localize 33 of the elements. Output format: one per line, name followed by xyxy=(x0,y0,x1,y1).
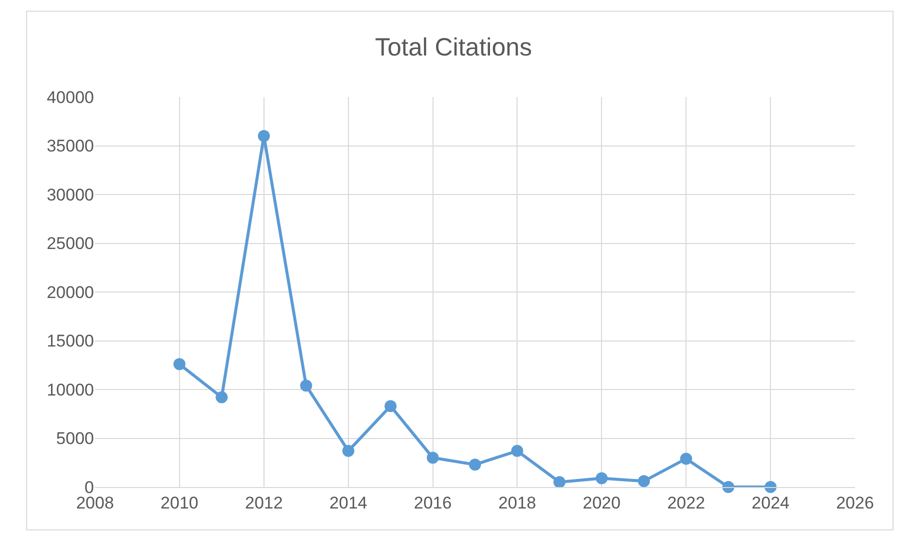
y-tick-label: 30000 xyxy=(46,185,94,204)
x-tick-label: 2014 xyxy=(329,493,368,512)
chart-title: Total Citations xyxy=(374,34,532,62)
x-tick-label: 2020 xyxy=(582,493,621,512)
point xyxy=(680,452,692,465)
point xyxy=(216,391,228,404)
x-tick-label: 2022 xyxy=(667,493,706,512)
point xyxy=(173,358,186,370)
point xyxy=(258,130,270,142)
y-tick-label: 15000 xyxy=(46,332,94,351)
y-tick-label: 35000 xyxy=(46,136,94,156)
point xyxy=(426,452,439,464)
y-tick-label: 40000 xyxy=(46,88,94,107)
x-tick-label: 2012 xyxy=(244,493,283,512)
y-tick-label: 10000 xyxy=(46,380,94,400)
x-tick-label: 2016 xyxy=(414,493,452,512)
x-tick-label: 2026 xyxy=(836,493,874,512)
point xyxy=(511,444,524,457)
point xyxy=(764,481,777,493)
point xyxy=(342,444,354,457)
y-tick-label: 5000 xyxy=(56,429,94,448)
x-tick-label: 2024 xyxy=(752,493,790,512)
point xyxy=(384,400,397,412)
point xyxy=(300,380,312,392)
point xyxy=(722,481,734,493)
point xyxy=(596,472,608,484)
point xyxy=(553,476,566,488)
y-tick-label: 25000 xyxy=(46,234,94,254)
x-tick-label: 2010 xyxy=(160,493,198,512)
y-tick-label: 20000 xyxy=(46,282,94,302)
point xyxy=(469,458,481,471)
x-tick-label: 2018 xyxy=(498,493,536,512)
point xyxy=(638,475,650,488)
